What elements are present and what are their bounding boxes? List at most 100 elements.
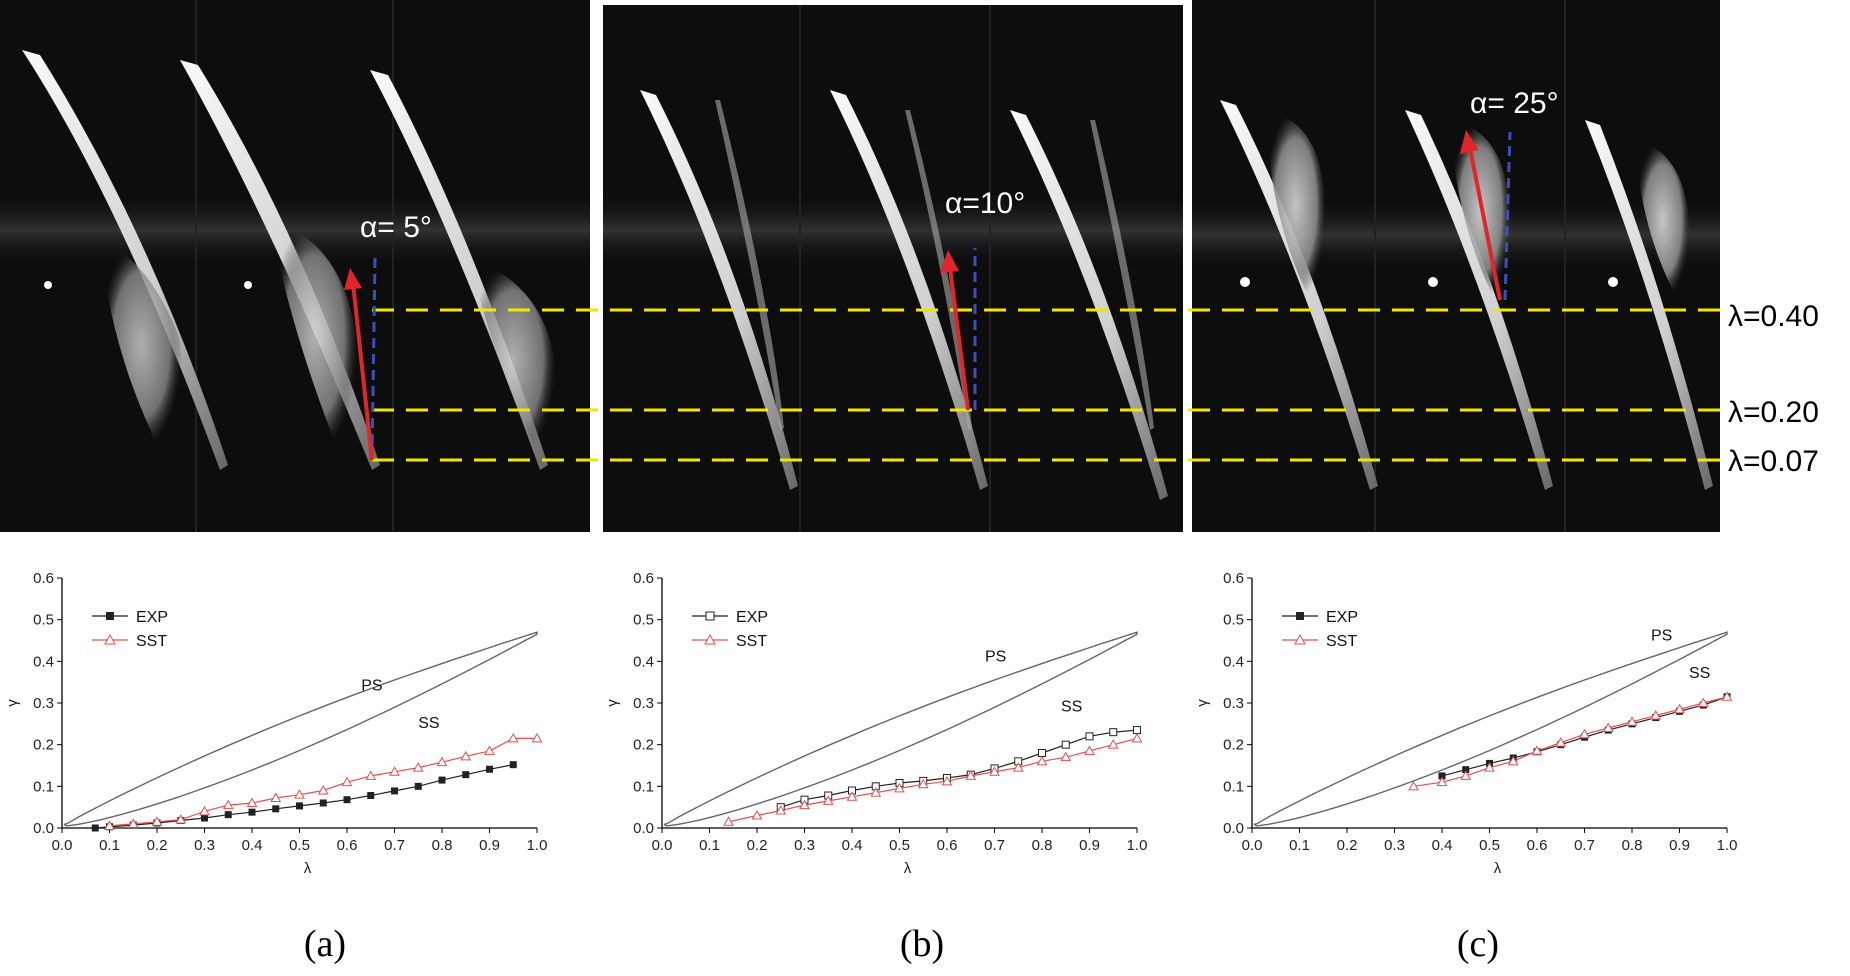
x-tick-label: 0.6 [337,837,358,854]
x-tick-label: 0.3 [1384,837,1405,854]
data-point-sst [1602,722,1614,732]
angle-label-b: α=10° [945,187,1025,220]
photo-panel-b [603,5,1183,532]
data-point-exp [201,814,208,822]
annotation-ps: PS [985,648,1006,665]
photo-panel-c [1192,0,1720,532]
data-point-exp [462,771,470,779]
data-point-exp [391,787,398,795]
data-point-exp [438,776,446,784]
y-tick-label: 0.2 [633,737,654,754]
data-point-sst [127,818,139,828]
x-tick-label: 0.2 [747,837,768,854]
panel-label-a: (a) [303,923,347,965]
data-point-exp [224,811,232,819]
data-point-sst [104,820,115,830]
x-tick-label: 0.1 [99,837,120,854]
data-point-exp [1061,740,1070,749]
data-point-sst [1697,697,1709,707]
x-tick-label: 0.0 [52,837,73,854]
data-point-sst [1555,737,1567,747]
data-point-sst [294,789,305,799]
y-tick-label: 0.5 [33,612,54,629]
photo-panel-a [0,0,590,532]
data-point-sst [1674,703,1685,714]
y-tick-label: 0.3 [1223,695,1244,712]
y-tick-label: 0.5 [1223,612,1244,629]
x-tick-label: 0.7 [1574,837,1595,854]
data-point-sst [341,776,353,787]
y-tick-label: 0.5 [633,612,654,629]
data-point-exp [1438,772,1446,780]
data-point-sst [1650,709,1662,720]
legend-marker-sst [1294,633,1306,645]
lambda-label-020: λ=0.20 [1728,396,1819,429]
legend-label-exp: EXP [136,609,168,626]
series-line-exp [780,729,1138,808]
x-tick-label: 0.4 [842,837,863,854]
blade-profile [663,631,1138,827]
angle-arrows [344,130,1512,461]
data-point-sst [870,787,882,797]
x-tick-label: 0.0 [1242,837,1263,854]
blade-profile [1253,631,1728,827]
data-point-sst [1107,739,1119,749]
data-point-sst [846,791,858,801]
data-point-sst [460,750,472,761]
data-point-sst [1012,762,1024,772]
x-tick-label: 0.9 [1079,837,1100,854]
annotation-ss: SS [1689,665,1710,682]
y-tick-label: 0.0 [1223,820,1244,837]
lambda-label-040: λ=0.40 [1728,300,1819,333]
data-point-sst [1531,745,1543,755]
x-tick-label: 0.8 [1032,837,1053,854]
panel-label-b: (b) [899,923,945,965]
chart-a: 0.0 0.1 0.2 0.3 0.4 0.5 0.6 0.7 0.8 0.9 1.0 0.0 0.1 0… [4,570,548,877]
y-tick-label: 0.0 [33,820,54,837]
x-tick-label: 0.4 [242,837,263,854]
lambda-label-007: λ=0.07 [1728,445,1819,478]
y-tick-label: 0.2 [33,737,54,754]
y-tick-label: 0.6 [1223,570,1244,587]
y-tick-label: 0.1 [33,778,54,795]
series-line-sst [1413,696,1728,787]
y-tick-label: 0.1 [633,778,654,795]
data-point-exp [1109,728,1118,737]
x-tick-label: 0.0 [652,837,673,854]
data-point-sst [151,816,163,826]
y-tick-label: 0.6 [633,570,654,587]
data-point-sst [723,816,734,826]
data-point-sst [412,762,424,772]
data-point-sst [389,766,400,776]
data-point-sst [751,809,763,820]
angle-label-c: α= 25° [1470,87,1559,120]
data-point-sst [1436,776,1448,787]
x-tick-label: 1.0 [527,837,548,854]
panel-label-c: (c) [1456,923,1500,965]
data-point-sst [484,745,495,755]
series-line-sst [109,737,537,827]
data-point-sst [799,799,810,810]
y-tick-label: 0.1 [1223,778,1244,795]
data-point-sst [365,770,377,780]
data-point-sst [246,797,258,807]
data-point-sst [775,804,787,815]
legend-marker-exp [705,611,715,621]
y-axis-label: γ [604,699,621,707]
data-point-sst [436,756,448,767]
data-point-sst [965,770,977,780]
data-point-sst [222,799,234,810]
data-point-sst [941,775,953,786]
data-point-sst [317,784,329,795]
y-tick-label: 0.4 [633,653,654,670]
data-point-sst [1460,770,1472,780]
y-tick-label: 0.6 [33,570,54,587]
chart-c: 0.0 0.1 0.2 0.3 0.4 0.5 0.6 0.7 0.8 0.9 1.0 0.0 0.1 0… [1194,570,1737,877]
data-point-sst [894,782,905,793]
annotation-ps: PS [361,678,382,695]
x-axis-label: λ [304,860,312,877]
data-point-exp [509,761,517,769]
x-tick-label: 0.3 [794,837,815,854]
data-point-exp [414,782,422,790]
annotation-ss: SS [418,715,439,732]
